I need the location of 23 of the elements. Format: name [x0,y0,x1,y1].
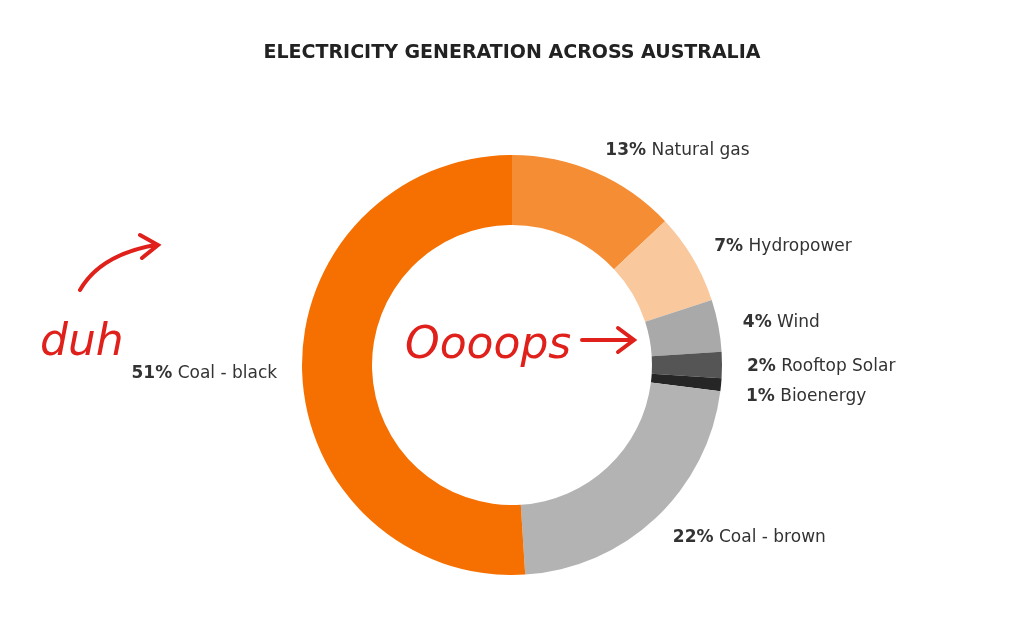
text: duh [40,314,124,365]
donut-slice [645,300,722,357]
slice-label: Hydropower [743,235,852,256]
data-label: 22% [672,526,714,547]
data-label: 51% [131,362,173,383]
chart-title: ELECTRICITY GENERATION ACROSS AUSTRALIA [263,40,761,62]
data-label: 2% [747,354,776,375]
slice-label: Rooftop Solar [775,354,896,375]
slice-label: Natural gas [646,139,750,160]
donut-slice [651,351,722,379]
donut-slice [650,373,722,392]
donut-slice [614,221,712,322]
data-label: 13% [605,139,647,160]
donut-slice [512,155,666,270]
text: Oooops [405,317,572,368]
slice-label: Bioenergy [774,384,867,405]
data-label: 4% [742,310,772,331]
data-label: 1% [745,384,775,405]
slice-label: Coal - black [172,362,278,383]
donut-slice [520,382,721,575]
data-label: 7% [714,235,744,256]
slice-label: Wind [771,310,820,331]
slice-label: Coal - brown [713,526,826,547]
